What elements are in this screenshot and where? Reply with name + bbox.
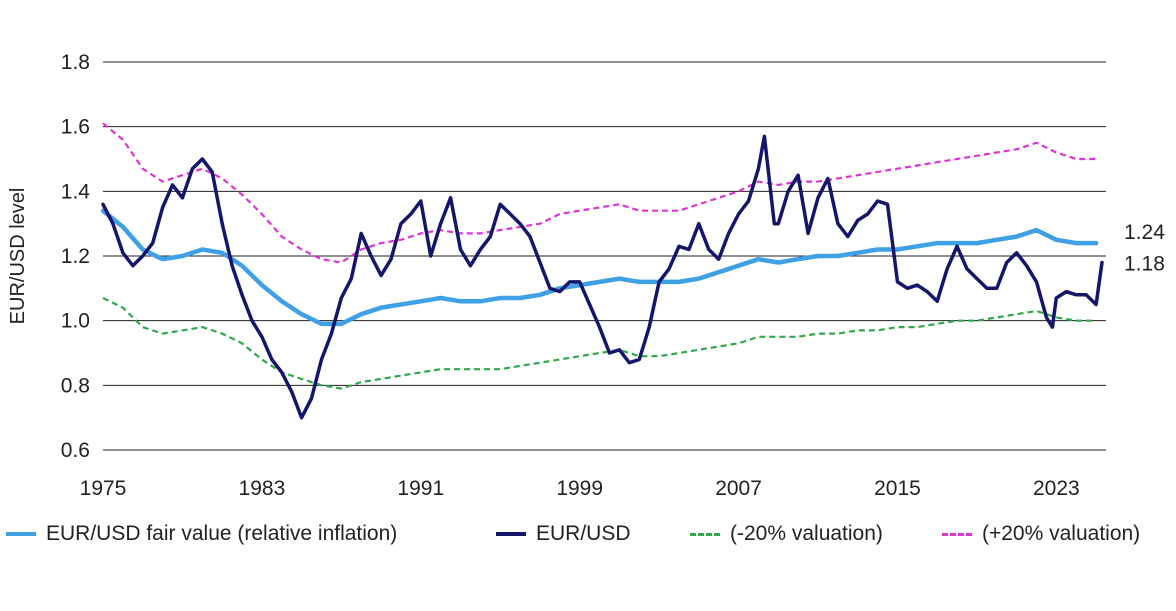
- x-tick-label: 2015: [874, 477, 921, 500]
- legend-item-fair-value: EUR/USD fair value (relative inflation): [6, 522, 397, 546]
- x-tick-label: 2023: [1033, 477, 1080, 500]
- y-tick-label: 1.0: [61, 310, 90, 333]
- legend-label-fair-value: EUR/USD fair value (relative inflation): [46, 522, 398, 545]
- legend-label-eurusd: EUR/USD: [536, 522, 631, 545]
- series-line-20-valuation: [102, 122, 1097, 264]
- legend-label-minus-20: (-20% valuation): [730, 522, 883, 545]
- x-tick-label: 1975: [80, 477, 127, 500]
- x-tick-label: 1991: [397, 477, 444, 500]
- legend-swatch-minus-20: [690, 532, 720, 536]
- end-label: 1.24: [1124, 221, 1165, 244]
- series-lines: [100, 122, 1104, 420]
- legend-swatch-eurusd: [496, 532, 526, 536]
- gridlines: [103, 61, 1106, 451]
- legend-item-eurusd: EUR/USD: [496, 522, 631, 546]
- y-tick-label: 1.6: [61, 116, 90, 139]
- x-axis-ticks: 1975 1983 1991 1999 2007 2015 2023: [80, 477, 1080, 500]
- legend-swatch-fair-value: [6, 532, 36, 536]
- y-tick-label: 1.4: [61, 180, 91, 203]
- x-tick-label: 2007: [715, 477, 762, 500]
- series-line-eur-usd-fair-value-relative-inflation: [100, 208, 1099, 327]
- end-labels: 1.24 1.18: [1124, 221, 1165, 275]
- y-tick-label: 0.6: [61, 439, 90, 462]
- y-axis-ticks: 0.6 0.8 1.0 1.2 1.4 1.6 1.8: [61, 51, 91, 462]
- legend-label-plus-20: (+20% valuation): [982, 522, 1141, 545]
- y-tick-label: 1.8: [61, 51, 90, 74]
- legend: EUR/USD fair value (relative inflation) …: [0, 522, 1176, 556]
- chart: 0.6 0.8 1.0 1.2 1.4 1.6 1.8 1975 1983 1991 1999 20…: [7, 51, 1165, 500]
- y-tick-label: 0.8: [61, 374, 90, 397]
- y-axis-label: EUR/USD level: [7, 188, 29, 325]
- x-tick-label: 1999: [556, 477, 603, 500]
- series-line-eur-usd: [101, 134, 1104, 420]
- x-tick-label: 1983: [239, 477, 286, 500]
- legend-item-minus-20: (-20% valuation): [690, 522, 883, 546]
- end-label: 1.18: [1124, 252, 1165, 275]
- series-line-20-valuation: [102, 297, 1097, 390]
- y-tick-label: 1.2: [61, 245, 90, 268]
- legend-item-plus-20: (+20% valuation): [942, 522, 1140, 546]
- legend-swatch-plus-20: [942, 532, 972, 536]
